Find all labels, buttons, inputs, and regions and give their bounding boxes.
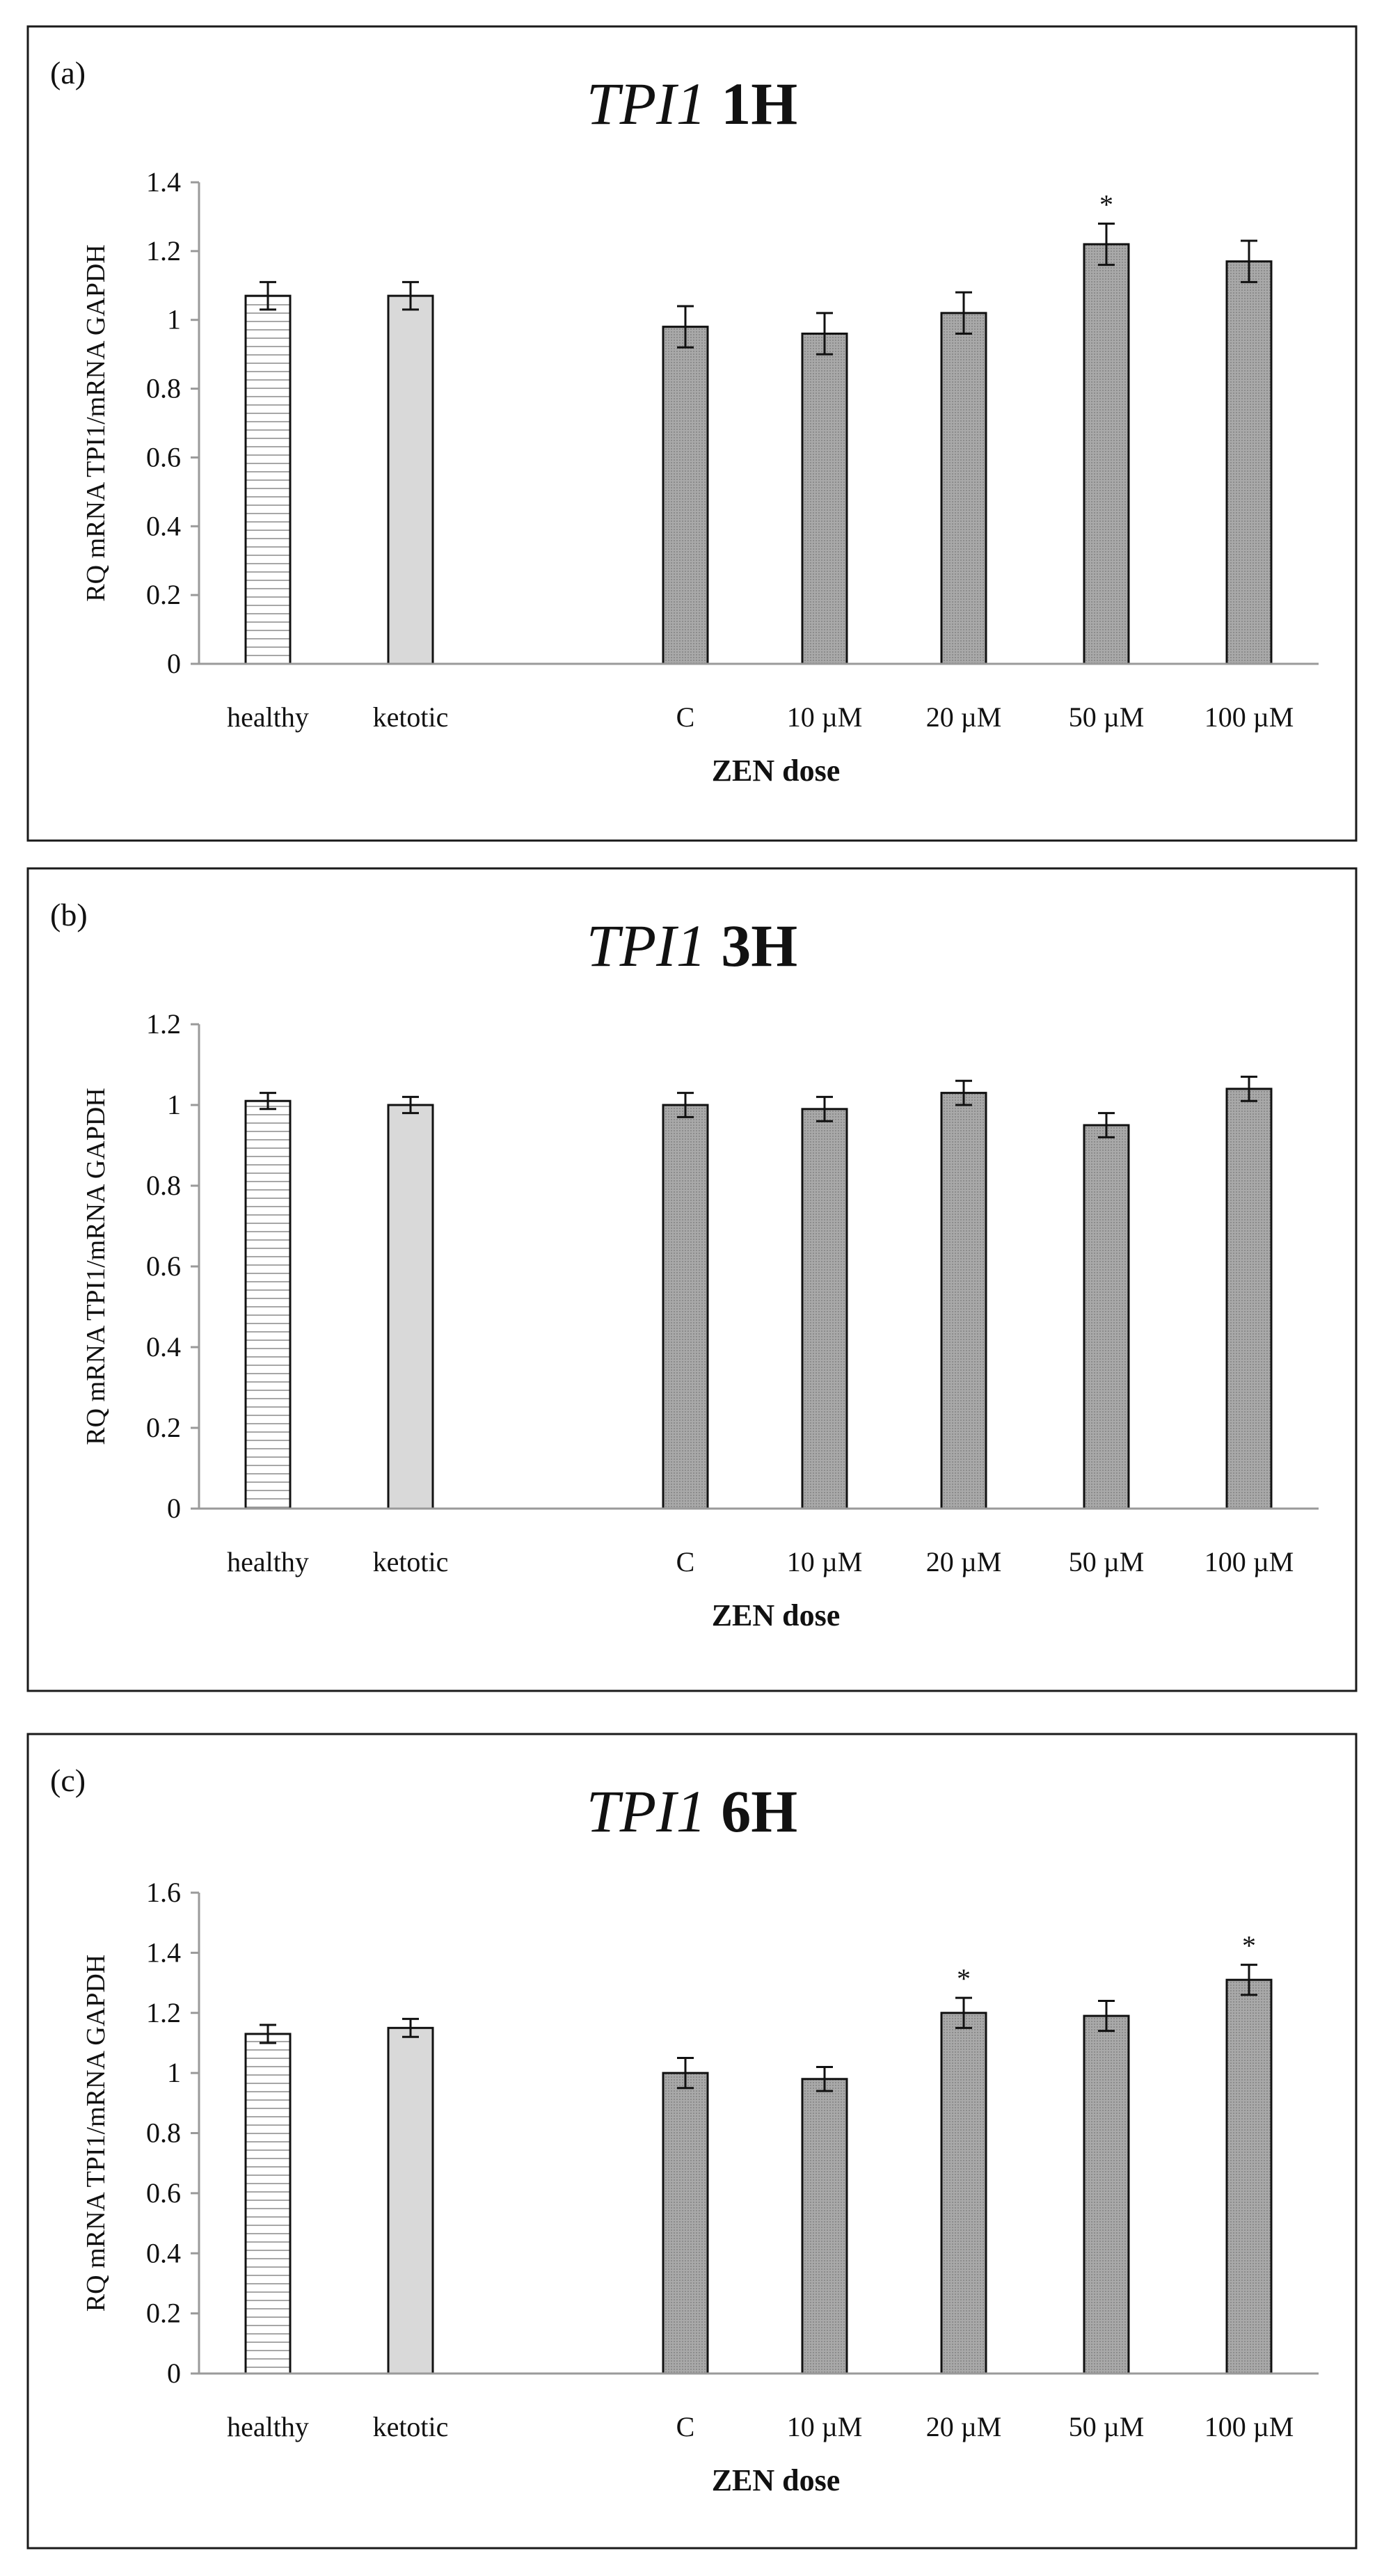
chart-panel-2: (c) TPI1 6H 0 0.2 0.4 0.6 0.8 1 1.2 1.4 1.6 RQ mRNA… — [26, 1733, 1358, 2550]
y-axis-label: RQ mRNA TPI1/mRNA GAPDH — [81, 1088, 111, 1445]
bar-0 — [244, 294, 292, 665]
y-tick-label: 1.4 — [146, 166, 181, 198]
y-tick-label: 0 — [167, 648, 181, 679]
bar-0 — [244, 1099, 292, 1510]
significance-marker: * — [1242, 1930, 1256, 1962]
bar-0 — [244, 2033, 292, 2375]
bar-6 — [1225, 1978, 1273, 2375]
bar-2 — [662, 1104, 709, 1510]
bar-5 — [1083, 2014, 1130, 2375]
x-tick-label: 20 µM — [926, 2411, 1002, 2442]
y-tick-label: 0.8 — [146, 2117, 181, 2149]
bar-4 — [940, 2012, 987, 2375]
significance-marker: * — [1099, 189, 1113, 220]
bar-3 — [801, 2078, 848, 2375]
x-tick-label: C — [676, 701, 695, 733]
x-tick-label: 100 µM — [1204, 701, 1294, 733]
y-tick-label: 0.8 — [146, 1170, 181, 1201]
bar-5 — [1083, 1124, 1130, 1510]
x-tick-label: ketotic — [373, 2411, 449, 2442]
x-axis-label: ZEN dose — [712, 754, 841, 788]
y-tick-label: 0.8 — [146, 373, 181, 404]
chart-panel-0: (a) TPI1 1H 0 0.2 0.4 0.6 0.8 1 1.2 1.4 RQ mRNA TP… — [26, 25, 1358, 842]
x-axis-label: ZEN dose — [712, 2463, 841, 2497]
bar-5 — [1083, 243, 1130, 665]
y-tick-label: 0.2 — [146, 2298, 181, 2329]
y-tick-label: 0 — [167, 2358, 181, 2389]
title-gene: TPI1 — [587, 1778, 722, 1845]
y-tick-label: 0.4 — [146, 510, 181, 541]
title-gene: TPI1 — [587, 70, 722, 137]
bar-1 — [387, 294, 434, 665]
panel-label: (a) — [50, 55, 86, 90]
bar-6 — [1225, 260, 1273, 665]
x-tick-label: 50 µM — [1069, 2411, 1145, 2442]
y-axis-label: RQ mRNA TPI1/mRNA GAPDH — [81, 1955, 111, 2312]
x-tick-label: 50 µM — [1069, 1546, 1145, 1577]
title-time: 1H — [721, 70, 797, 137]
x-tick-label: 20 µM — [926, 1546, 1002, 1577]
y-tick-label: 1 — [167, 304, 181, 335]
bar-2 — [662, 326, 709, 665]
x-tick-label: 10 µM — [787, 1546, 863, 1577]
x-tick-label: 100 µM — [1204, 2411, 1294, 2442]
y-tick-label: 1.6 — [146, 1877, 181, 1908]
y-tick-label: 1.4 — [146, 1937, 181, 1968]
y-tick-label: 0.6 — [146, 1250, 181, 1282]
panel-label: (b) — [50, 897, 88, 932]
x-tick-label: C — [676, 2411, 695, 2442]
x-tick-label: healthy — [227, 701, 309, 733]
y-tick-label: 0 — [167, 1493, 181, 1524]
y-tick-label: 0.4 — [146, 2237, 181, 2268]
title-gene: TPI1 — [587, 912, 722, 979]
x-tick-label: 100 µM — [1204, 1546, 1294, 1577]
panel-label: (c) — [50, 1763, 86, 1798]
bar-1 — [387, 2026, 434, 2375]
x-tick-label: 50 µM — [1069, 701, 1145, 733]
x-tick-label: C — [676, 1546, 695, 1577]
x-tick-label: 20 µM — [926, 701, 1002, 733]
y-tick-label: 0.2 — [146, 1412, 181, 1443]
y-tick-label: 1.2 — [146, 1008, 181, 1040]
chart-panel-1: (b) TPI1 3H 0 0.2 0.4 0.6 0.8 1 1.2 RQ mRNA TPI1/… — [26, 867, 1358, 1692]
y-tick-label: 1.2 — [146, 1997, 181, 2028]
bar-3 — [801, 1108, 848, 1510]
bar-6 — [1225, 1088, 1273, 1510]
significance-marker: * — [957, 1963, 971, 1994]
y-tick-label: 0.4 — [146, 1331, 181, 1362]
y-tick-label: 0.6 — [146, 441, 181, 472]
x-tick-label: 10 µM — [787, 2411, 863, 2442]
x-tick-label: healthy — [227, 2411, 309, 2442]
y-tick-label: 0.6 — [146, 2177, 181, 2209]
bar-4 — [940, 312, 987, 665]
x-tick-label: healthy — [227, 1546, 309, 1577]
y-tick-label: 1 — [167, 2057, 181, 2088]
y-tick-label: 0.2 — [146, 579, 181, 610]
x-tick-label: 10 µM — [787, 701, 863, 733]
bar-4 — [940, 1092, 987, 1510]
title-time: 3H — [721, 912, 797, 979]
title-time: 6H — [721, 1778, 797, 1845]
chart-title: TPI1 6H — [587, 1778, 797, 1845]
x-tick-label: ketotic — [373, 701, 449, 733]
chart-title: TPI1 3H — [587, 912, 797, 979]
chart-title: TPI1 1H — [587, 70, 797, 137]
bar-3 — [801, 332, 848, 665]
bar-1 — [387, 1104, 434, 1510]
x-tick-label: ketotic — [373, 1546, 449, 1577]
y-axis-label: RQ mRNA TPI1/mRNA GAPDH — [81, 244, 111, 601]
y-tick-label: 1.2 — [146, 235, 181, 267]
bar-2 — [662, 2072, 709, 2375]
y-tick-label: 1 — [167, 1089, 181, 1120]
x-axis-label: ZEN dose — [712, 1598, 841, 1632]
